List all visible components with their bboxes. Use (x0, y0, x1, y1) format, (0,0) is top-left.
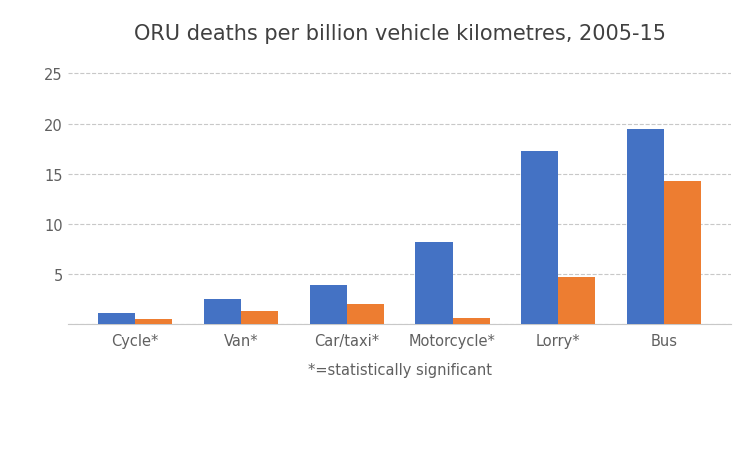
Bar (241, 312, 278, 325)
Bar (559, 278, 596, 325)
Bar (347, 305, 384, 325)
Bar (627, 129, 664, 325)
Bar (98, 314, 135, 325)
Title: ORU deaths per billion vehicle kilometres, 2005-15: ORU deaths per billion vehicle kilometre… (133, 24, 666, 44)
Bar (664, 181, 701, 325)
Bar (415, 243, 452, 325)
X-axis label: *=statistically significant: *=statistically significant (308, 362, 492, 377)
Bar (135, 320, 172, 325)
Bar (204, 299, 241, 325)
Bar (452, 318, 489, 325)
Bar (310, 285, 347, 325)
Bar (521, 152, 559, 325)
